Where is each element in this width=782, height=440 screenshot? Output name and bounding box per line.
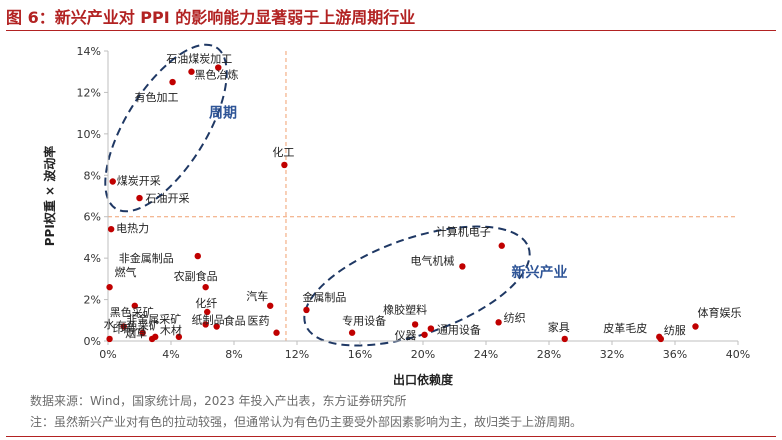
point-label: 纺织 — [504, 310, 526, 324]
cluster-annotation: 周期 — [209, 105, 237, 121]
point-label: 印刷 — [113, 323, 135, 336]
point-label: 计算机电子 — [436, 225, 491, 239]
scatter-point — [120, 323, 127, 330]
x-axis-label: 出口依赖度 — [393, 372, 454, 387]
emerging-cluster-ellipse — [303, 225, 531, 347]
scatter-point — [194, 252, 201, 260]
point-label: 纺服 — [664, 323, 686, 337]
scatter-point — [273, 329, 280, 336]
point-label: 非金属制品 — [119, 251, 174, 265]
source-note: 数据来源：Wind，国家统计局，2023 年投入产出表，东方证券研究所 — [30, 394, 407, 408]
y-tick-label: 8% — [84, 169, 101, 182]
scatter-point — [498, 242, 505, 249]
footnote: 注：虽然新兴产业对有色的拉动较强，但通常认为有色仍主要受外部因素影响为主，故归类… — [30, 415, 583, 429]
y-tick-label: 6% — [84, 211, 101, 224]
scatter-point — [561, 335, 568, 343]
point-label: 农副食品 — [174, 269, 218, 283]
x-tick-label: 20% — [411, 348, 435, 361]
point-label: 黑色采矿 — [110, 305, 154, 319]
scatter-point — [148, 335, 156, 343]
scatter-point — [657, 335, 665, 343]
point-label: 皮革毛皮 — [603, 321, 647, 335]
point-label: 橡胶塑料 — [383, 302, 427, 316]
y-tick-label: 10% — [77, 128, 101, 141]
x-tick-label: 4% — [162, 348, 179, 361]
point-label: 纸制品 — [192, 313, 225, 326]
scatter-point — [427, 325, 435, 332]
footer-divider — [6, 436, 776, 437]
scatter-point — [213, 323, 220, 330]
scatter-point — [202, 283, 209, 291]
scatter-point — [139, 329, 146, 336]
scatter-point — [106, 283, 113, 291]
cluster-annotation: 新兴产业 — [512, 264, 568, 281]
y-tick-label: 12% — [77, 86, 101, 99]
point-label: 电热力 — [116, 222, 149, 235]
scatter-point — [188, 68, 195, 75]
scatter-point — [303, 306, 310, 314]
scatter-point — [109, 178, 116, 185]
point-label: 有色采矿 — [116, 319, 160, 333]
scatter-point — [175, 333, 183, 341]
point-label: 燃气 — [115, 265, 137, 279]
scatter-point — [495, 319, 502, 326]
x-tick-label: 16% — [348, 348, 372, 361]
point-label: 专用设备 — [342, 314, 386, 328]
scatter-point — [106, 335, 113, 343]
x-tick-label: 24% — [474, 348, 498, 361]
scatter-point — [348, 329, 356, 336]
y-tick-label: 0% — [84, 335, 101, 348]
scatter-point — [692, 323, 699, 330]
y-tick-label: 2% — [84, 294, 101, 307]
y-axis-label: PPI权重 × 波动率 — [42, 146, 57, 246]
scatter-point — [459, 263, 466, 270]
point-label: 石油开采 — [146, 191, 190, 205]
point-label: 化纤 — [195, 296, 217, 310]
scatter-point — [107, 225, 115, 233]
x-tick-label: 40% — [726, 348, 750, 361]
scatter-point — [204, 308, 211, 316]
point-label: 通用设备 — [437, 323, 481, 337]
point-label: 水 — [104, 318, 115, 331]
y-tick-label: 4% — [84, 252, 101, 265]
point-label: 化工 — [272, 145, 294, 159]
x-tick-label: 36% — [663, 348, 687, 361]
x-tick-label: 12% — [285, 348, 309, 361]
x-tick-label: 28% — [537, 348, 561, 361]
point-label: 木材 — [160, 323, 182, 337]
scatter-point — [131, 302, 138, 309]
point-label: 煤炭开采 — [117, 175, 161, 188]
title-divider — [6, 30, 776, 31]
x-tick-label: 32% — [600, 348, 624, 361]
scatter-point — [215, 64, 222, 71]
point-label: 医药 — [248, 315, 270, 328]
scatter-point — [281, 161, 288, 169]
point-label: 石油煤炭加工 — [166, 52, 232, 66]
point-label: 体育娱乐 — [697, 306, 741, 320]
scatter-point — [267, 302, 274, 309]
point-label: 非金属采矿 — [126, 312, 181, 326]
point-label: 家具 — [548, 320, 570, 334]
scatter-point — [411, 321, 419, 328]
point-label: 有色加工 — [135, 90, 179, 104]
point-label: 电气机械 — [410, 253, 454, 267]
scatter-point — [421, 331, 428, 338]
cycle-cluster-ellipse — [104, 43, 228, 213]
point-label: 烟草 — [125, 326, 147, 340]
scatter-point — [169, 78, 176, 86]
point-label: 黑色冶炼 — [194, 68, 238, 82]
x-tick-label: 8% — [225, 348, 242, 361]
x-tick-label: 0% — [99, 348, 116, 361]
point-label: 金属制品 — [302, 290, 346, 304]
figure-title: 图 6：新兴产业对 PPI 的影响能力显著弱于上游周期行业 — [6, 8, 416, 27]
point-label: 仪器 — [395, 329, 417, 342]
scatter-point — [202, 321, 209, 328]
scatter-point — [136, 194, 143, 202]
y-tick-label: 14% — [77, 45, 101, 58]
point-label: 食品 — [224, 314, 246, 328]
point-label: 汽车 — [246, 289, 268, 303]
